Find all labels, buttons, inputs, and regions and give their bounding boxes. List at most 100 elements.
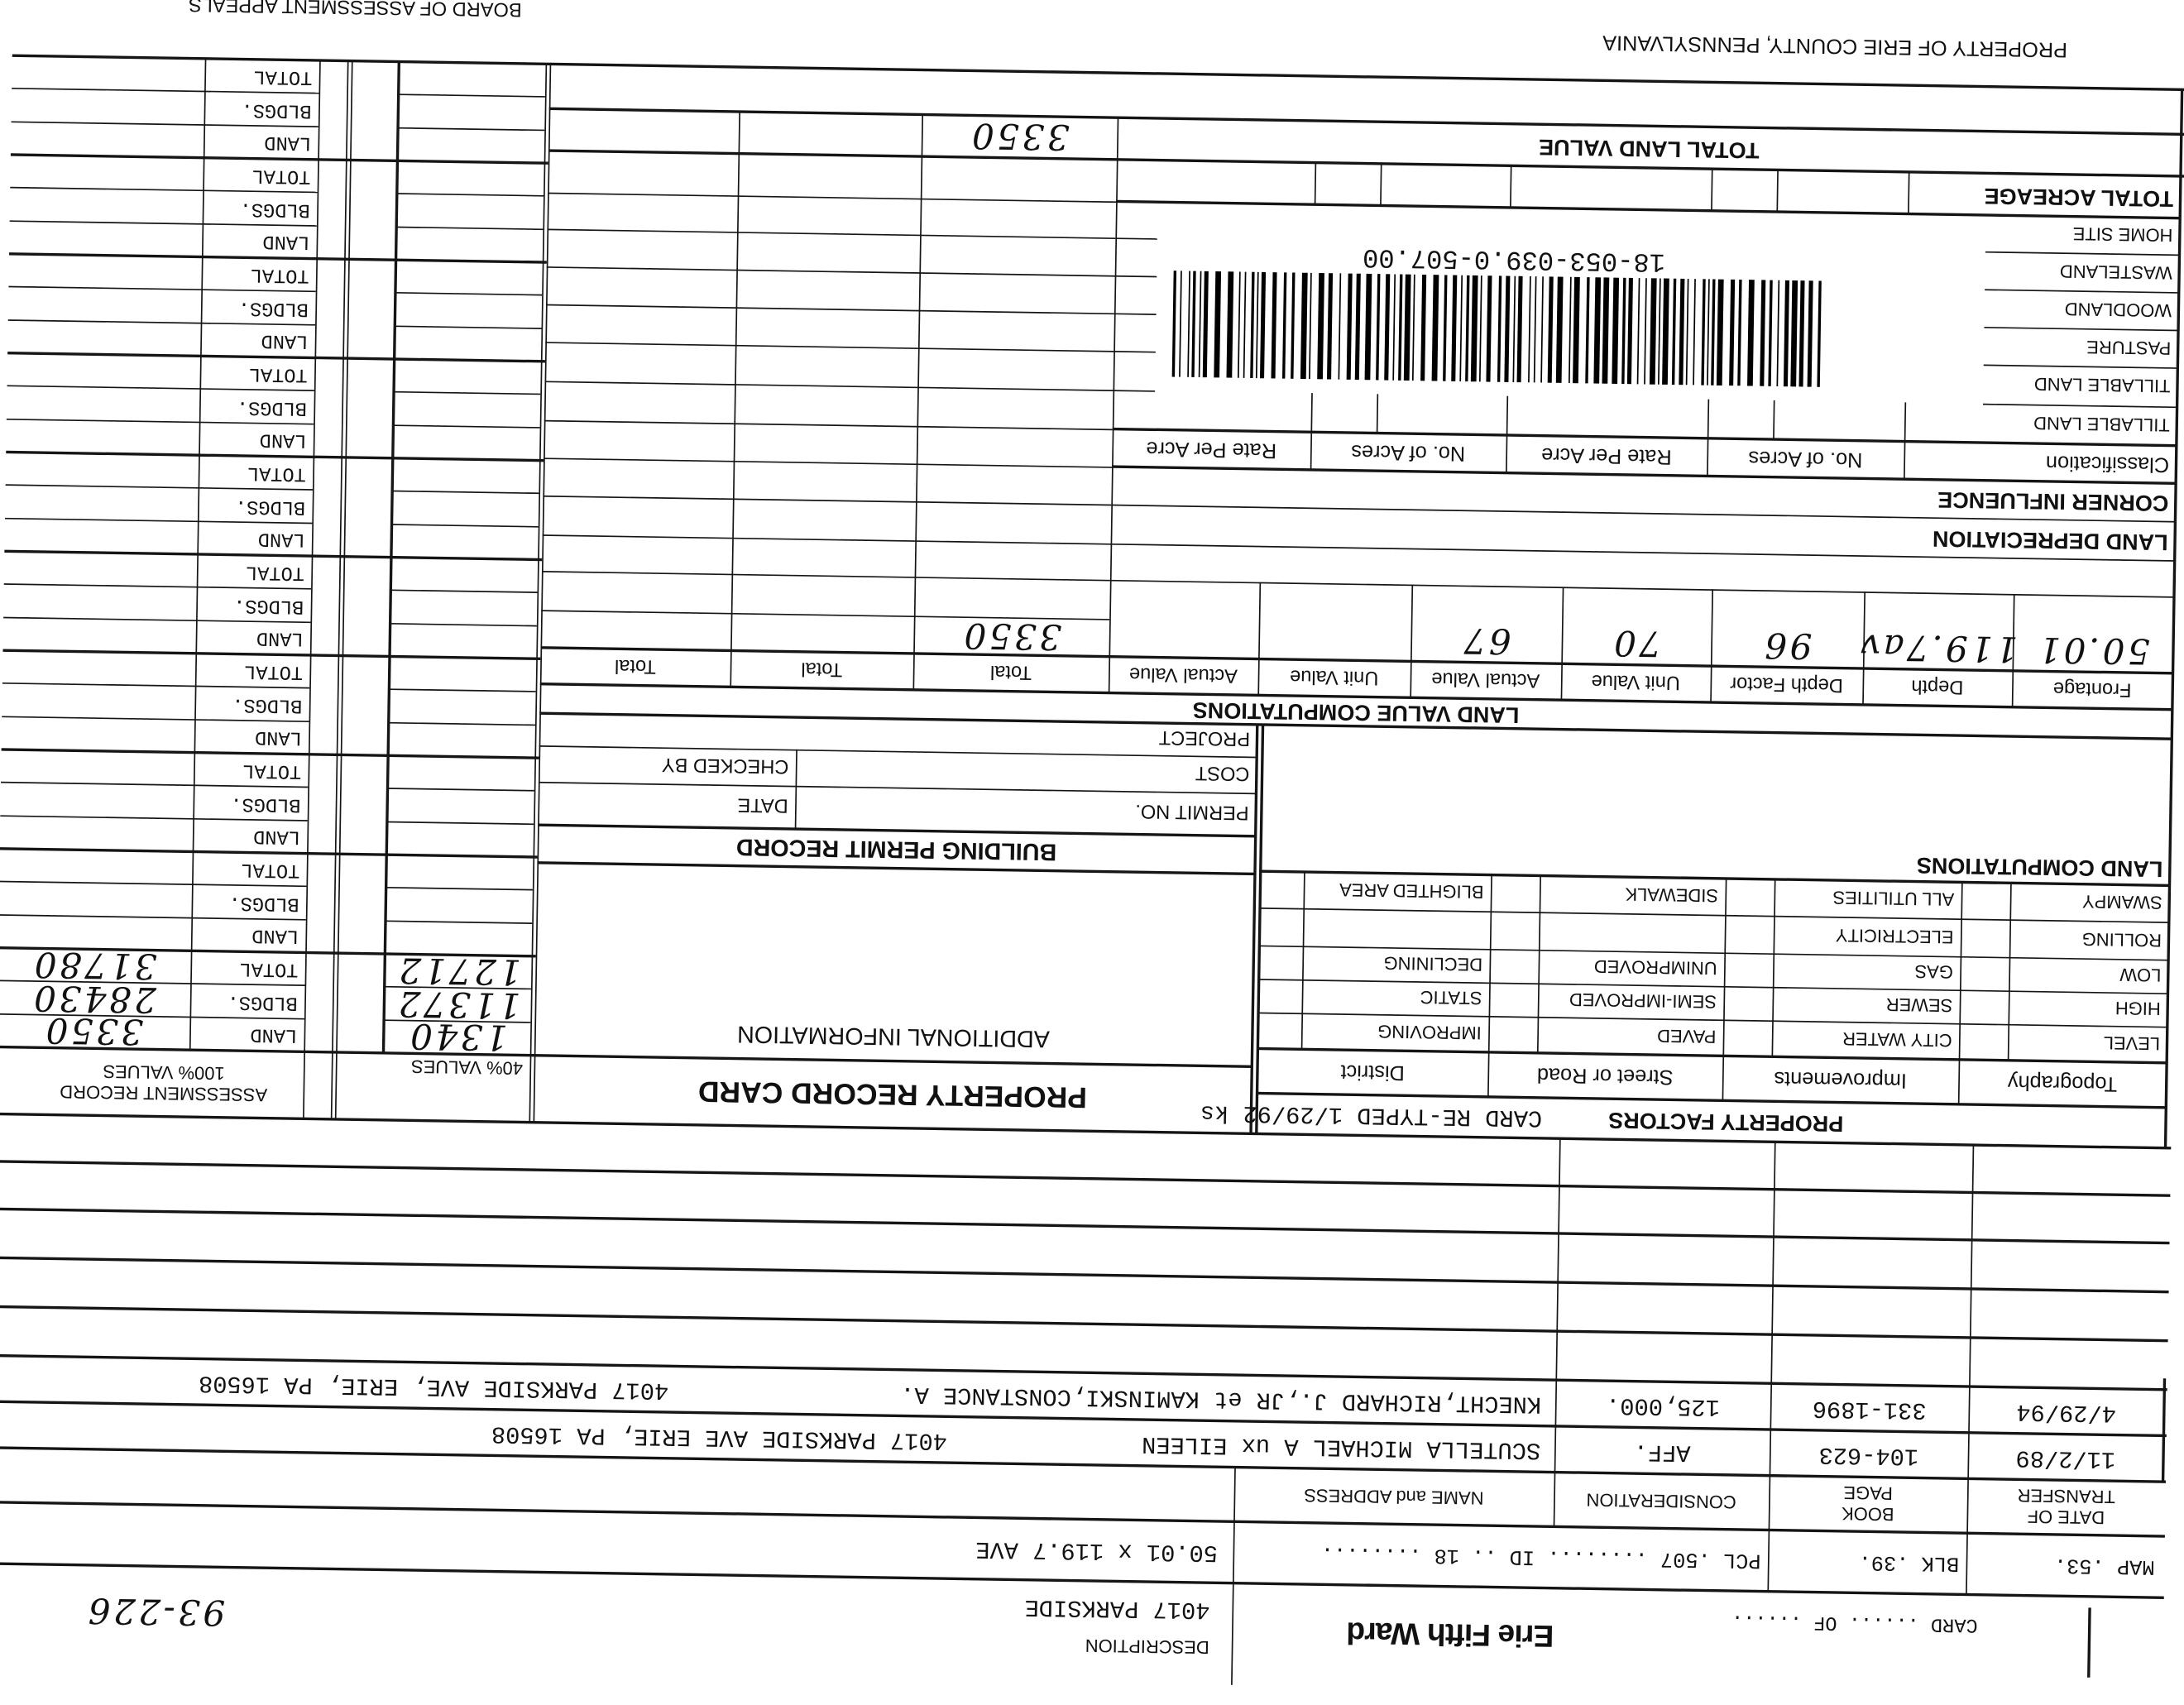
assessment-record-header-line: 100% VALUES (103, 1061, 225, 1085)
values-40-header: 40% VALUES (410, 1056, 524, 1080)
land-value-header: Total (801, 659, 843, 682)
factor-option (1539, 912, 1725, 952)
rule-line (912, 114, 923, 690)
barcode-bar (1573, 276, 1580, 384)
barcode-bar (1392, 274, 1396, 381)
land-value-header: Depth Factor (1730, 673, 1844, 698)
rule-line (545, 341, 1114, 352)
label-bldgs: BLDGS. (239, 196, 311, 221)
factor-option: IMPROVING (1377, 1022, 1482, 1045)
rule-line (1114, 275, 1157, 277)
barcode-bar (1300, 272, 1308, 380)
transfer-book-page: 104-623 (1818, 1439, 1919, 1468)
transfer-date: 11/2/89 (2015, 1443, 2116, 1472)
barcode-bar (1701, 279, 1706, 386)
label-bldgs: BLDGS. (233, 593, 304, 617)
label-bldgs: BLDGS. (237, 295, 309, 319)
barcode-bar (1364, 273, 1372, 381)
barcode-bar (1198, 271, 1202, 378)
label-total: TOTAL (243, 659, 304, 683)
transfer-name: SCUTELLA MICHAEL A ux EILEEN (1141, 1429, 1541, 1463)
assessment-record-header-line: ASSESSMENT RECORD (60, 1081, 268, 1106)
acreage-header: Classification (2045, 450, 2170, 477)
label-bldgs: BLDGS. (234, 494, 306, 518)
retyped-note: CARD RE-TYPED 1/29/92 ks (1200, 1099, 1543, 1131)
rule-line (386, 886, 533, 892)
barcode-bar (1271, 272, 1277, 379)
land-value-header: Total (614, 655, 657, 679)
barcode-bar (1817, 280, 1822, 387)
acreage-row-label: TILLABLE LAND (2033, 374, 2171, 398)
rule-line (1113, 389, 1156, 391)
rule-line (0, 1208, 2170, 1244)
barcode-bar (1776, 280, 1780, 387)
barcode-bar (1317, 273, 1324, 380)
barcode-bar (1707, 279, 1710, 386)
acreage-row-label: HOME SITE (2072, 223, 2173, 247)
barcode-bar (1593, 277, 1602, 384)
barcode-bar (1171, 271, 1177, 377)
label-total: TOTAL (239, 956, 299, 980)
label-total: TOTAL (253, 65, 313, 89)
rule-line (333, 60, 352, 1119)
rule-line (543, 495, 1112, 505)
acreage-row-label: WASTELAND (2059, 261, 2172, 284)
barcode-bar (1693, 279, 1696, 386)
barcode-bar (1783, 280, 1789, 387)
barcode-bar (1504, 275, 1511, 382)
parcel-map: MAP .53. (2053, 1553, 2155, 1579)
barcode-bar (1346, 273, 1353, 380)
rule-line (0, 1305, 2168, 1343)
barcode-bar (1555, 276, 1564, 383)
barcode-bar (1384, 274, 1391, 381)
barcode-bar (1512, 275, 1516, 383)
factor-option: PAVED (1656, 1026, 1717, 1048)
barcode-bar (1679, 278, 1685, 386)
acreage-row-label: WOODLAND (2064, 299, 2172, 322)
rule-line (394, 390, 541, 396)
rule-line (388, 721, 536, 726)
barcode-bar (1443, 275, 1448, 381)
rule-line (390, 589, 538, 594)
factor-option: HIGH (2115, 998, 2161, 1021)
factor-header: District (1340, 1060, 1406, 1085)
label-bldgs: BLDGS. (236, 395, 308, 419)
rule-line (329, 60, 348, 1119)
parcel-pcl-id: PCL .507 ........ ID .. 18 ........ (1320, 1541, 1761, 1573)
parcel-dimensions: 50.01 x 119.7 AVE (975, 1535, 1219, 1566)
label-bldgs: BLDGS. (232, 692, 303, 716)
rule-line (542, 534, 1111, 544)
acreage-row-label: TILLABLE LAND (2033, 413, 2170, 437)
barcode-bar (1636, 278, 1640, 385)
rule-line (398, 127, 545, 132)
rule-line (391, 523, 539, 528)
barcode-bar (1547, 276, 1554, 383)
barcode-bar (1612, 277, 1620, 384)
barcode-bar (1250, 271, 1255, 379)
barcode-bar (1533, 276, 1537, 383)
barcode-bar (1621, 277, 1626, 385)
rule-line (1772, 400, 1774, 440)
label-total: TOTAL (251, 164, 311, 188)
factor-option (1303, 908, 1491, 949)
rule-line (1109, 578, 2175, 597)
land-value-cell: 3350 (960, 615, 1062, 658)
factor-option: ALL UTILITIES (1832, 888, 1955, 911)
parcel-block: BLK .39. (1858, 1549, 1960, 1576)
land-value-cell: 67 (1460, 620, 1512, 663)
rule-line (392, 490, 539, 495)
transfer-date: 4/29/94 (2016, 1396, 2117, 1425)
date-of-transfer-header: DATE OF TRANSFER (1966, 1480, 2166, 1535)
land-computations-title: LAND COMPUTATIONS (1916, 852, 2163, 880)
label-total: TOTAL (241, 857, 300, 882)
total-land-value: 3350 (969, 116, 1070, 159)
rule-line (546, 303, 1114, 314)
factor-option: CITY WATER (1842, 1028, 1952, 1052)
transfer-book-page: 331-1896 (1812, 1393, 1927, 1423)
factor-option: UNIMPROVED (1593, 956, 1717, 980)
factor-option: ELECTRICITY (1835, 925, 1954, 948)
factor-option: SWAMPY (2081, 892, 2162, 914)
barcode-bar (1411, 274, 1415, 381)
barcode-bar (1649, 278, 1657, 385)
